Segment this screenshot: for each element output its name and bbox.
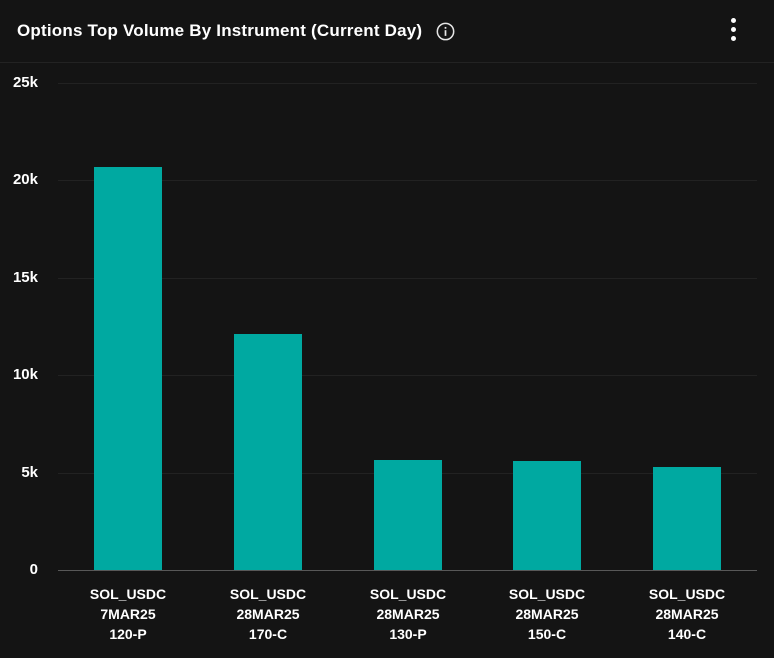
gridline: [58, 180, 757, 181]
x-tick-label: SOL_USDC 28MAR25 170-C: [198, 584, 338, 644]
x-tick-label-line: 140-C: [667, 626, 707, 642]
x-axis-line: [58, 570, 757, 571]
kebab-dot: [730, 17, 736, 23]
x-tick-label: SOL_USDC 28MAR25 130-P: [338, 584, 478, 644]
y-tick-label: 0: [29, 561, 38, 578]
x-tick-label-line: 28MAR25: [655, 606, 719, 622]
x-tick-label-line: 120-P: [109, 626, 147, 642]
x-tick-label-line: 28MAR25: [376, 606, 440, 622]
x-tick-label: SOL_USDC 7MAR25 120-P: [58, 584, 198, 644]
gridline: [58, 83, 757, 84]
x-tick-label-line: SOL_USDC: [648, 586, 726, 602]
bar-SOL_USDC-28MAR25-140-C[interactable]: [653, 467, 721, 570]
x-tick-label-line: 130-P: [389, 626, 427, 642]
kebab-dot: [730, 35, 736, 41]
bar-chart: 0 5k 10k 15k 20k 25k SOL_USDC 7MAR25 120-P SOL_US…: [0, 63, 774, 658]
x-tick-label-line: 170-C: [248, 626, 288, 642]
x-tick-label-line: 7MAR25: [100, 606, 156, 622]
x-tick-label-line: SOL_USDC: [369, 586, 447, 602]
gridline: [58, 278, 757, 279]
bar-SOL_USDC-28MAR25-130-P[interactable]: [374, 460, 442, 570]
bar-SOL_USDC-28MAR25-170-C[interactable]: [234, 334, 302, 570]
x-tick-label-line: 28MAR25: [515, 606, 579, 622]
y-tick-label: 5k: [21, 464, 38, 481]
x-tick-label-line: SOL_USDC: [229, 586, 307, 602]
x-tick-label-line: SOL_USDC: [508, 586, 586, 602]
widget-title: Options Top Volume By Instrument (Curren…: [17, 21, 423, 40]
x-tick-label: SOL_USDC 28MAR25 140-C: [617, 584, 757, 644]
y-tick-label: 10k: [12, 366, 38, 383]
bar-SOL_USDC-7MAR25-120-P[interactable]: [94, 167, 162, 570]
gridline: [58, 375, 757, 376]
widget-header: Options Top Volume By Instrument (Curren…: [0, 0, 774, 63]
kebab-dot: [730, 26, 736, 32]
menu-kebab-button[interactable]: [721, 14, 745, 44]
x-tick-label-line: 28MAR25: [236, 606, 300, 622]
bar-SOL_USDC-28MAR25-150-C[interactable]: [513, 461, 581, 570]
x-tick-label-line: SOL_USDC: [89, 586, 167, 602]
x-tick-label: SOL_USDC 28MAR25 150-C: [477, 584, 617, 644]
x-tick-label-line: 150-C: [527, 626, 567, 642]
y-tick-label: 20k: [12, 171, 38, 188]
info-icon[interactable]: [435, 21, 455, 41]
y-tick-label: 25k: [12, 74, 38, 91]
y-tick-label: 15k: [12, 269, 38, 286]
